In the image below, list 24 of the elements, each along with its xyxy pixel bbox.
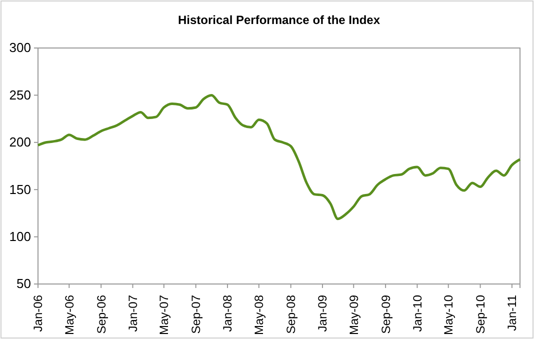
y-tick-label: 300 <box>9 40 31 56</box>
y-tick-label: 50 <box>16 276 31 292</box>
x-tick-label: Jan-07 <box>126 294 140 332</box>
x-tick-label: Sep-10 <box>473 294 488 334</box>
x-tick-label: Jan-10 <box>410 294 424 332</box>
y-tick-label: 250 <box>9 87 31 102</box>
y-tick-label: 100 <box>9 228 31 244</box>
x-tick-label: May-07 <box>157 294 172 336</box>
y-tick-label: 150 <box>9 182 31 197</box>
x-tick-label: May-06 <box>62 294 76 336</box>
x-tick-label: Jan-08 <box>220 294 235 332</box>
chart-title: Historical Performance of the Index <box>178 13 380 27</box>
x-tick-label: Sep-06 <box>94 294 108 334</box>
x-tick-label: Jan-06 <box>31 294 46 332</box>
y-tick-label: 200 <box>9 134 31 150</box>
x-tick-label: Sep-08 <box>284 294 298 334</box>
x-tick-label: Jan-11 <box>505 294 520 331</box>
line-series <box>36 94 522 220</box>
x-tick-label: May-09 <box>346 294 361 336</box>
x-tick-label: May-08 <box>252 294 266 336</box>
x-tick-label: Sep-09 <box>378 294 393 334</box>
x-tick-label: Sep-07 <box>189 294 204 334</box>
x-tick-label: May-10 <box>442 294 456 336</box>
x-tick-label: Jan-09 <box>316 294 330 332</box>
